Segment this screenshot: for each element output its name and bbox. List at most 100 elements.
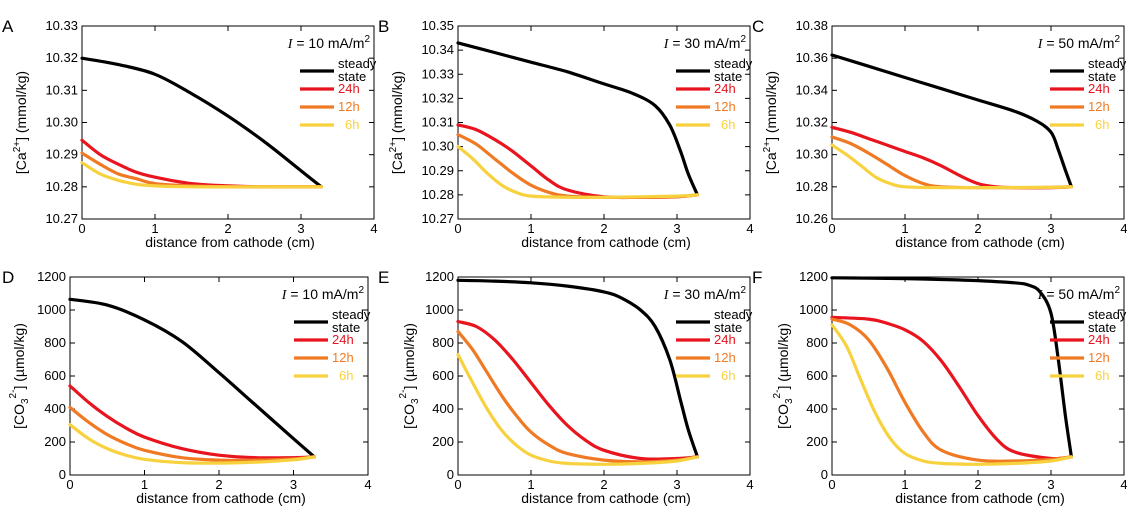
series-line-6h (68, 423, 316, 465)
panel-e: 0 1 2 3 4 0 200 400 600 800 1000 1200 distance from … (378, 268, 754, 506)
y-title-main: [CO (11, 404, 27, 429)
y-tick-label: 10.33 (45, 18, 78, 33)
y-title-main: [Ca (13, 152, 29, 174)
x-tick-label: 2 (215, 477, 222, 492)
y-title-superscript: 2- (772, 390, 783, 399)
y-tick-label: 10.36 (795, 50, 828, 65)
x-tick-label: 2 (600, 477, 607, 492)
legend-label: 6h (345, 117, 359, 132)
current-value: = 30 mA/m (668, 286, 740, 302)
y-tick-label: 1000 (37, 302, 66, 317)
x-tick-label: 1 (151, 221, 158, 236)
legend-label: 24h (714, 332, 736, 347)
current-annotation: I = 50 mA/m2 (1037, 285, 1121, 303)
y-title-superscript: 2- (8, 390, 19, 399)
series-line-steady-state (830, 276, 1073, 459)
y-tick-label: 10.35 (421, 18, 454, 33)
x-tick-label: 1 (901, 221, 908, 236)
series-line-6h (830, 143, 1073, 190)
y-title-superscript: 2- (398, 390, 409, 399)
y-title-subscript: 3 (784, 398, 795, 404)
current-value: = 50 mA/m (1042, 286, 1114, 302)
y-tick-label: 200 (806, 434, 828, 449)
legend-label: 24h (338, 81, 360, 96)
y-tick-label: 800 (432, 335, 454, 350)
y-tick-label: 200 (44, 434, 66, 449)
y-title-unit: ] (µmol/kg) (401, 323, 417, 389)
y-tick-label: 600 (44, 368, 66, 383)
y-title-superscript: 2+ (388, 141, 399, 153)
y-tick-label: 10.31 (421, 115, 454, 130)
y-tick-label: 1000 (799, 302, 828, 317)
current-annotation: I = 10 mA/m2 (287, 34, 371, 52)
y-title-unit: ] (mmol/kg) (763, 71, 779, 141)
y-tick-label: 10.30 (795, 147, 828, 162)
series-line-12h (456, 329, 699, 464)
current-unit-exponent: 2 (1114, 285, 1120, 296)
series-line-6h (456, 145, 699, 200)
legend-label: state (338, 69, 366, 84)
legend-label: steady (338, 56, 377, 71)
y-title-superscript: 2+ (12, 141, 23, 153)
y-tick-label: 10.28 (421, 187, 454, 202)
current-annotation: I = 30 mA/m2 (663, 285, 747, 303)
legend-label: 12h (1088, 99, 1110, 114)
panel-letter: C (752, 17, 764, 36)
y-tick-label: 0 (821, 467, 828, 482)
y-tick-label: 600 (806, 368, 828, 383)
y-title-unit: ] (mmol/kg) (13, 71, 29, 141)
x-tick-label: 1 (901, 477, 908, 492)
series-line-6h (80, 161, 323, 189)
x-tick-label: 4 (1120, 477, 1127, 492)
x-tick-label: 0 (78, 221, 85, 236)
current-symbol: I (663, 37, 670, 52)
plot-frame (81, 25, 375, 220)
legend-label: 6h (1095, 117, 1109, 132)
y-tick-label: 10.29 (45, 147, 78, 162)
current-value: = 50 mA/m (1042, 35, 1114, 51)
y-tick-label: 10.26 (795, 211, 828, 226)
y-title-subscript: 3 (410, 398, 421, 404)
y-tick-label: 800 (44, 335, 66, 350)
x-tick-label: 3 (673, 221, 680, 236)
x-axis-title: distance from cathode (cm) (895, 490, 1065, 506)
y-title-unit: ] (mmol/kg) (389, 71, 405, 141)
x-tick-label: 2 (600, 221, 607, 236)
current-annotation: I = 30 mA/m2 (663, 34, 747, 52)
legend-label: state (714, 320, 742, 335)
legend-label: steady (714, 56, 753, 71)
y-tick-label: 400 (806, 401, 828, 416)
x-tick-label: 0 (828, 477, 835, 492)
current-symbol: I (1037, 288, 1044, 303)
y-tick-label: 1200 (425, 269, 454, 284)
y-title-superscript: 2+ (762, 141, 773, 153)
y-title-main: [Ca (389, 152, 405, 174)
current-value: = 30 mA/m (668, 35, 740, 51)
y-tick-label: 200 (432, 434, 454, 449)
series-line-24h (830, 125, 1073, 190)
panel-letter: E (378, 268, 389, 287)
series-line-24h (456, 319, 699, 461)
current-unit-exponent: 2 (1114, 34, 1120, 45)
panel-b: 0 1 2 3 4 10.27 10.28 10.29 10.30 10.31 10.32 10.33… (378, 17, 754, 250)
y-axis-title: [Ca2+] (mmol/kg) (762, 71, 779, 174)
x-tick-label: 0 (828, 221, 835, 236)
x-axis-title: distance from cathode (cm) (895, 234, 1065, 250)
legend-label: steady (714, 307, 753, 322)
y-tick-label: 0 (59, 467, 66, 482)
x-axis-title: distance from cathode (cm) (145, 234, 315, 250)
y-tick-label: 10.27 (45, 211, 78, 226)
x-tick-label: 0 (66, 477, 73, 492)
y-axis-title: [CO32-] (µmol/kg) (8, 323, 31, 429)
panel-letter: D (2, 268, 14, 287)
legend-label: 12h (1088, 350, 1110, 365)
y-tick-label: 600 (432, 368, 454, 383)
x-tick-label: 3 (290, 477, 297, 492)
legend-label: 12h (332, 350, 354, 365)
legend-label: 12h (714, 99, 736, 114)
y-tick-label: 1200 (799, 269, 828, 284)
y-axis-title: [CO32-] (µmol/kg) (398, 323, 421, 429)
x-tick-label: 4 (364, 477, 371, 492)
x-tick-label: 4 (746, 221, 753, 236)
legend-label: state (714, 69, 742, 84)
